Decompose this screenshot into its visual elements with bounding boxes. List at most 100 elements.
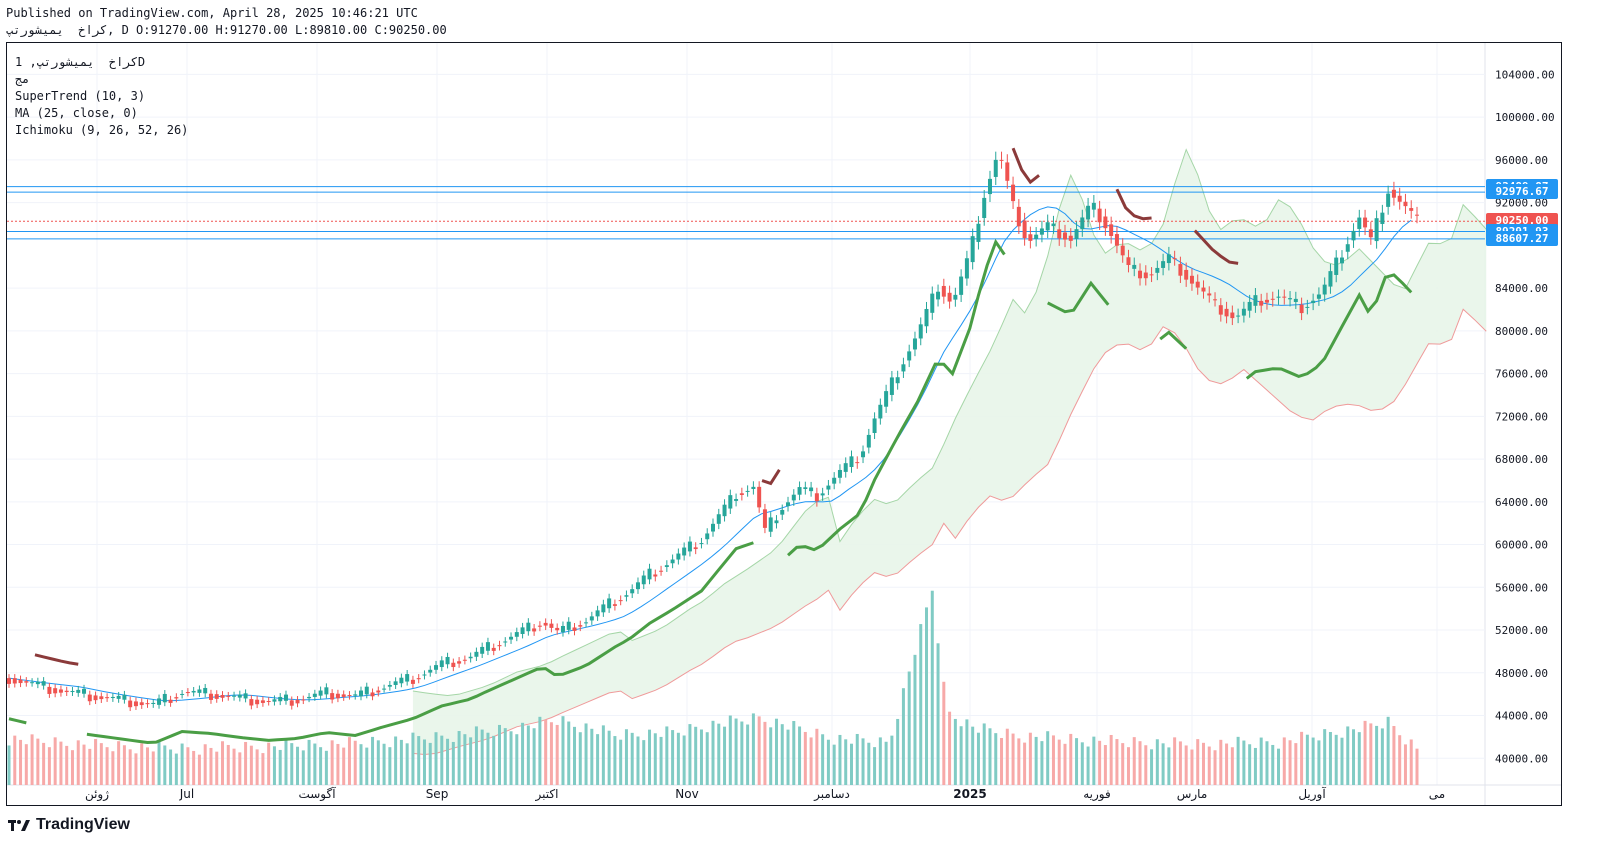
volume-bar — [492, 735, 496, 785]
candle-body — [1403, 201, 1408, 207]
volume-bar — [1219, 739, 1223, 785]
volume-bar — [186, 747, 190, 785]
candle-body — [1259, 300, 1264, 306]
candle-body — [301, 699, 306, 701]
volume-bar — [1317, 740, 1321, 785]
volume-bar — [1126, 747, 1130, 785]
volume-bar — [428, 742, 432, 785]
volume-bar — [388, 747, 392, 785]
candle-body — [855, 462, 860, 464]
supertrend-segment — [1159, 330, 1188, 350]
candle-body — [1189, 275, 1194, 284]
candle-body — [589, 616, 594, 621]
candle-body — [35, 681, 40, 685]
volume-bar — [740, 721, 744, 785]
candle-body — [197, 689, 202, 693]
candle-body — [1218, 305, 1223, 315]
candle-body — [872, 418, 877, 433]
volume-bar — [301, 750, 305, 785]
candle-body — [272, 699, 277, 702]
volume-bar — [1040, 741, 1044, 785]
volume-bar — [578, 732, 582, 785]
volume-bar — [221, 741, 225, 785]
candle-body — [312, 693, 317, 697]
volume-bar — [169, 749, 173, 785]
candle-body — [1028, 234, 1033, 241]
candle-body — [255, 699, 260, 705]
horizontal-levels — [7, 186, 1485, 240]
volume-bar — [665, 726, 669, 785]
volume-bar — [105, 747, 109, 785]
candle-body — [157, 698, 162, 705]
candle-body — [884, 391, 889, 407]
candle-body — [797, 487, 802, 495]
volume-bar — [953, 718, 957, 785]
volume-bar — [1190, 749, 1194, 785]
price-tick-label: 80000.00 — [1495, 325, 1548, 338]
price-chart[interactable]: 104000.00 100000.00 96000.00 92000.00 84000.… — [7, 43, 1561, 805]
candle-body — [1270, 298, 1275, 300]
volume-bar — [613, 736, 617, 785]
candle-body — [664, 565, 669, 568]
candle-body — [232, 695, 237, 697]
volume-bar — [896, 718, 900, 785]
candle-body — [1288, 298, 1293, 300]
candle-body — [936, 291, 941, 300]
candle-body — [451, 662, 456, 668]
candles — [7, 151, 1419, 712]
volume-bar — [36, 738, 40, 785]
candle-body — [376, 690, 381, 693]
volume-bar — [728, 715, 732, 785]
volume-bar — [1213, 750, 1217, 785]
volume-bar — [699, 729, 703, 785]
chart-panel[interactable]: 104000.00 100000.00 96000.00 92000.00 84000.… — [6, 42, 1562, 806]
volume-bar — [290, 743, 294, 785]
legend-ma[interactable]: MA (25, close, 0) — [15, 106, 138, 120]
candle-body — [1120, 245, 1125, 256]
volume-bar — [1288, 740, 1292, 785]
time-tick-label: می — [1429, 787, 1445, 801]
volume-bar — [1184, 745, 1188, 785]
legend-supertrend[interactable]: SuperTrend (10, 3) — [15, 89, 146, 103]
volume-bar — [1236, 736, 1240, 785]
candle-body — [249, 699, 254, 706]
volume-bar — [59, 741, 63, 785]
volume-bar — [861, 738, 865, 785]
candle-body — [468, 656, 473, 659]
volume-bar — [1109, 734, 1113, 785]
volume-bar — [1144, 745, 1148, 785]
volume-bar — [792, 721, 796, 785]
candle-body — [647, 568, 652, 580]
volume-bar — [457, 731, 461, 785]
volume-bar — [901, 688, 905, 785]
candle-body — [1386, 193, 1391, 207]
legend-ichimoku[interactable]: Ichimoku (9, 26, 52, 26) — [15, 123, 189, 137]
candle-body — [58, 689, 63, 693]
volume-bar — [509, 731, 513, 785]
candle-body — [1114, 234, 1119, 246]
candle-body — [1247, 301, 1252, 311]
volume-bar — [42, 742, 46, 785]
candle-body — [7, 678, 11, 684]
candle-body — [191, 690, 196, 693]
candle-body — [601, 604, 606, 613]
volume-bar — [1311, 737, 1315, 785]
volume-bar — [532, 728, 536, 785]
footer-brand[interactable]: TradingView — [8, 814, 130, 836]
candle-body — [901, 364, 906, 372]
volume-bar — [7, 745, 11, 785]
candle-body — [295, 699, 300, 704]
volume-bar — [907, 671, 911, 785]
candle-body — [578, 625, 583, 627]
candle-body — [428, 669, 433, 673]
volume-bar — [1075, 738, 1079, 785]
candle-body — [139, 702, 144, 706]
volume-bar — [590, 728, 594, 785]
price-tag: 88607.27 — [1486, 230, 1558, 246]
volume-bar — [1201, 742, 1205, 785]
candle-body — [1034, 234, 1039, 239]
volume-bar — [1403, 744, 1407, 785]
volume-bar — [272, 746, 276, 785]
candle-body — [526, 622, 531, 632]
volume-bar — [648, 729, 652, 785]
